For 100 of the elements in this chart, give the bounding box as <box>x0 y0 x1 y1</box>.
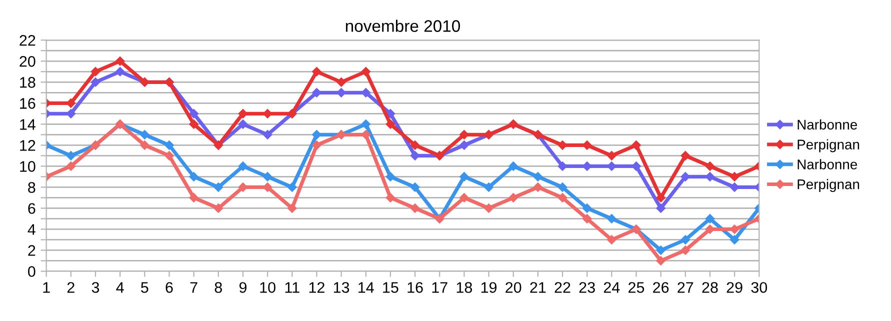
point <box>189 109 198 118</box>
x-tick-label: 30 <box>751 282 768 293</box>
point <box>533 182 543 192</box>
point <box>558 193 568 202</box>
point <box>214 182 224 192</box>
x-tick-label: 9 <box>239 282 246 293</box>
point <box>164 140 174 150</box>
point <box>386 120 396 129</box>
point <box>336 78 346 87</box>
x-tick-label: 11 <box>285 282 300 293</box>
x-tick-label: 3 <box>92 282 100 293</box>
x-tick-label: 19 <box>481 282 497 293</box>
x-tick-label: 16 <box>408 282 423 293</box>
y-tick-label: 14 <box>20 119 36 130</box>
point <box>484 204 494 213</box>
point <box>262 130 272 140</box>
point <box>582 214 592 224</box>
point <box>656 204 666 213</box>
point <box>484 182 494 192</box>
y-tick-label: 8 <box>28 182 36 193</box>
point <box>582 204 592 213</box>
point <box>386 172 396 182</box>
x-tick-label: 27 <box>678 282 694 293</box>
point <box>66 98 76 108</box>
point <box>460 172 469 182</box>
point <box>386 109 396 118</box>
chart-title: novembre 2010 <box>346 20 460 32</box>
x-tick-label: 15 <box>383 282 398 293</box>
point <box>386 193 396 202</box>
point <box>66 109 76 118</box>
point <box>262 109 272 118</box>
point <box>238 120 248 129</box>
point <box>288 204 297 213</box>
y-tick-label: 18 <box>20 77 36 88</box>
point <box>607 151 616 160</box>
point <box>508 162 518 171</box>
x-tick-label: 17 <box>432 282 448 293</box>
x-tick-label: 6 <box>166 282 173 293</box>
point <box>558 162 568 171</box>
x-tick-label: 28 <box>702 282 718 293</box>
point <box>361 67 370 76</box>
point <box>312 140 322 150</box>
point <box>656 193 666 202</box>
point <box>730 172 740 182</box>
point <box>730 235 740 244</box>
point <box>705 172 715 182</box>
y-tick-label: 6 <box>28 203 36 214</box>
point <box>410 182 420 192</box>
point <box>680 235 690 244</box>
y-tick-label: 0 <box>28 266 36 277</box>
point <box>361 120 370 129</box>
point <box>140 140 150 150</box>
point <box>115 56 125 66</box>
point <box>460 140 469 150</box>
point <box>410 140 420 150</box>
point <box>189 193 198 202</box>
x-tick-label: 23 <box>579 282 595 293</box>
point <box>508 193 518 202</box>
point <box>66 151 76 160</box>
x-tick-label: 2 <box>67 282 74 293</box>
point <box>410 204 420 213</box>
x-tick-label: 14 <box>358 282 374 293</box>
y-tick-label: 22 <box>20 34 36 46</box>
point <box>705 214 715 224</box>
point <box>705 162 715 171</box>
point <box>607 235 616 244</box>
x-tick-label: 29 <box>726 282 742 293</box>
legend-label: Perpignan <box>798 139 860 152</box>
point <box>607 214 616 224</box>
x-tick-label: 5 <box>141 282 148 293</box>
y-tick-label: 10 <box>20 161 36 172</box>
x-tick-label: 12 <box>309 282 324 293</box>
point <box>533 172 543 182</box>
point <box>140 130 150 140</box>
y-tick-label: 4 <box>28 224 36 235</box>
point <box>189 120 198 129</box>
point <box>262 172 272 182</box>
x-tick-label: 21 <box>530 282 546 293</box>
point <box>90 78 100 87</box>
x-tick-label: 4 <box>116 282 124 293</box>
y-tick-label: 20 <box>20 56 36 67</box>
point <box>460 193 469 202</box>
point <box>214 204 224 213</box>
y-tick-label: 16 <box>20 98 36 109</box>
point <box>582 140 592 150</box>
point <box>238 162 248 171</box>
legend-label: Perpignan <box>798 179 860 192</box>
point <box>656 256 666 266</box>
point <box>90 67 100 76</box>
point <box>656 246 666 255</box>
legend-label: Narbonne <box>798 159 858 170</box>
x-tick-label: 22 <box>554 282 570 293</box>
x-tick-label: 13 <box>334 282 350 293</box>
x-tick-label: 18 <box>456 282 472 293</box>
point <box>115 67 125 76</box>
point <box>288 182 297 192</box>
point <box>680 246 690 255</box>
x-tick-label: 20 <box>506 282 522 293</box>
point <box>680 151 690 160</box>
x-tick-label: 24 <box>604 282 620 293</box>
